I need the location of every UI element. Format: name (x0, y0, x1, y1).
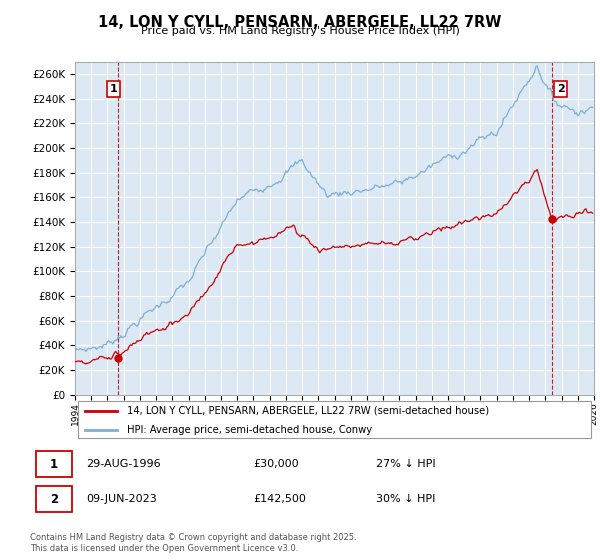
Text: 1: 1 (109, 84, 117, 94)
Text: Price paid vs. HM Land Registry's House Price Index (HPI): Price paid vs. HM Land Registry's House … (140, 26, 460, 36)
Text: 2: 2 (50, 493, 58, 506)
FancyBboxPatch shape (77, 401, 592, 438)
FancyBboxPatch shape (35, 451, 72, 477)
Text: 1: 1 (50, 458, 58, 470)
Text: 14, LON Y CYLL, PENSARN, ABERGELE, LL22 7RW: 14, LON Y CYLL, PENSARN, ABERGELE, LL22 … (98, 15, 502, 30)
Text: 09-JUN-2023: 09-JUN-2023 (86, 494, 157, 504)
Text: 2: 2 (557, 84, 565, 94)
Text: 29-AUG-1996: 29-AUG-1996 (86, 459, 160, 469)
Text: £142,500: £142,500 (253, 494, 306, 504)
FancyBboxPatch shape (35, 486, 72, 512)
Text: 30% ↓ HPI: 30% ↓ HPI (376, 494, 436, 504)
Text: £30,000: £30,000 (253, 459, 299, 469)
Text: 14, LON Y CYLL, PENSARN, ABERGELE, LL22 7RW (semi-detached house): 14, LON Y CYLL, PENSARN, ABERGELE, LL22 … (127, 405, 489, 416)
Text: 27% ↓ HPI: 27% ↓ HPI (376, 459, 436, 469)
Text: HPI: Average price, semi-detached house, Conwy: HPI: Average price, semi-detached house,… (127, 424, 372, 435)
Text: Contains HM Land Registry data © Crown copyright and database right 2025.
This d: Contains HM Land Registry data © Crown c… (30, 533, 356, 553)
